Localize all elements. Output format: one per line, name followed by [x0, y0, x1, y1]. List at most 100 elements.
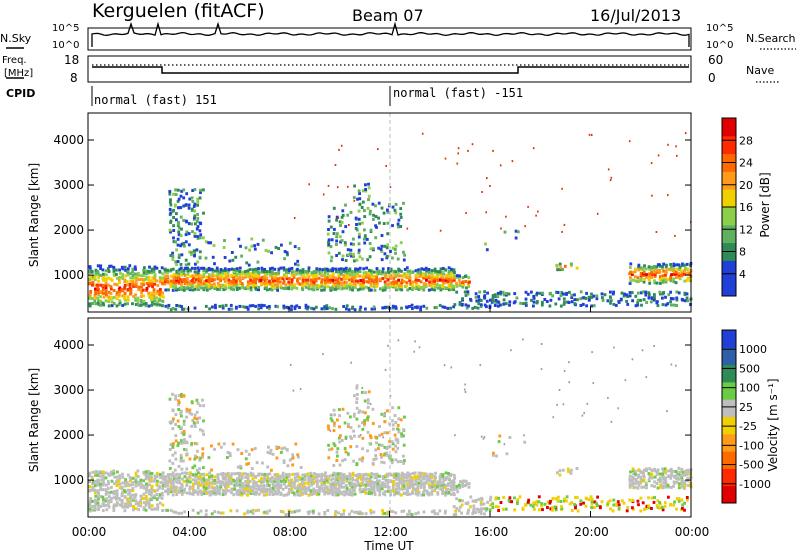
- velocity-cell: [667, 474, 671, 478]
- power-cell: [323, 280, 327, 284]
- velocity-cell: [494, 496, 498, 500]
- power-cell: [244, 270, 247, 273]
- power-cell: [221, 283, 225, 287]
- power-cell: [664, 278, 668, 282]
- power-cell: [104, 291, 108, 295]
- power-cell: [386, 254, 389, 258]
- power-cell: [374, 215, 378, 218]
- power-cell: [524, 297, 528, 301]
- power-cell: [645, 275, 648, 279]
- power-cell: [199, 274, 202, 278]
- power-cell: [267, 307, 271, 311]
- power-cell: [232, 288, 236, 292]
- velocity-cell: [183, 487, 187, 491]
- power-cell: [450, 271, 454, 275]
- velocity-cell: [210, 481, 214, 485]
- power-cell: [171, 284, 175, 288]
- power-cell: [430, 284, 434, 288]
- power-cell: [257, 307, 261, 311]
- power-cell: [243, 286, 246, 290]
- power-cell: [368, 255, 372, 259]
- velocity-cell: [533, 507, 536, 511]
- power-cell: [675, 298, 679, 302]
- power-cell: [304, 270, 307, 273]
- power-cell: [172, 286, 176, 290]
- power-cell: [317, 269, 321, 273]
- power-cell: [661, 265, 664, 269]
- power-cell: [150, 295, 153, 299]
- velocity-cell: [120, 500, 124, 504]
- power-cell: [639, 298, 643, 302]
- velocity-y-tick-label: 4000: [53, 338, 84, 352]
- velocity-cell: [376, 484, 380, 488]
- power-cell: [153, 296, 157, 300]
- velocity-cell: [345, 476, 349, 480]
- velocity-cell: [262, 484, 266, 488]
- power-cell: [171, 288, 175, 292]
- velocity-cell: [372, 484, 376, 488]
- power-cell: [94, 271, 98, 275]
- power-cell: [317, 284, 321, 288]
- power-cell: [631, 270, 635, 274]
- velocity-scatter: [443, 364, 446, 367]
- velocity-cell: [301, 482, 304, 486]
- power-cell: [452, 305, 456, 309]
- velocity-cell: [281, 510, 285, 514]
- power-cell: [338, 235, 342, 239]
- power-cell: [494, 298, 498, 302]
- velocity-cell: [479, 512, 483, 515]
- velocity-cell: [431, 484, 434, 488]
- velocity-cell: [196, 449, 199, 453]
- power-cell: [342, 269, 346, 273]
- power-cell: [351, 286, 355, 290]
- velocity-cell: [88, 474, 92, 478]
- power-cell: [658, 277, 662, 281]
- power-cell: [449, 276, 453, 280]
- velocity-cell: [185, 491, 189, 495]
- velocity-cell: [483, 512, 486, 516]
- velocity-cell: [198, 467, 201, 471]
- velocity-cell: [293, 510, 297, 514]
- velocity-cell: [681, 503, 685, 507]
- velocity-cell: [561, 468, 565, 472]
- power-cell: [329, 278, 333, 282]
- velocity-cell: [243, 491, 247, 495]
- velocity-cell: [285, 475, 288, 479]
- power-cell: [222, 246, 226, 249]
- power-cell: [353, 184, 356, 188]
- velocity-cell: [267, 483, 271, 487]
- velocity-cell: [216, 486, 219, 490]
- velocity-cell: [201, 429, 205, 433]
- power-cell: [283, 273, 286, 277]
- power-cell: [202, 269, 206, 273]
- velocity-cell: [285, 493, 288, 497]
- power-cell: [224, 283, 228, 287]
- velocity-cell: [88, 471, 92, 475]
- velocity-cell: [423, 481, 426, 485]
- power-cell: [96, 296, 99, 300]
- velocity-cell: [204, 489, 208, 493]
- power-cell: [241, 276, 245, 280]
- velocity-cell: [348, 477, 352, 481]
- velocity-cell: [246, 479, 250, 483]
- power-cell: [109, 296, 113, 300]
- power-cell: [364, 271, 368, 275]
- power-cell: [452, 288, 456, 292]
- velocity-cell: [489, 503, 493, 507]
- power-cell: [458, 302, 462, 306]
- velocity-cell: [408, 512, 412, 516]
- velocity-cell: [335, 474, 338, 478]
- velocity-cell: [307, 493, 311, 497]
- power-cell: [551, 294, 555, 298]
- power-cell: [188, 250, 192, 254]
- power-cell: [102, 278, 105, 282]
- velocity-cell: [350, 436, 353, 440]
- power-cell: [367, 274, 371, 278]
- power-cell: [179, 234, 183, 237]
- power-cell: [207, 276, 211, 279]
- power-cell: [634, 279, 638, 283]
- power-cell: [188, 282, 192, 285]
- velocity-cell: [331, 488, 334, 492]
- power-cell: [263, 287, 267, 291]
- velocity-cell: [293, 480, 297, 483]
